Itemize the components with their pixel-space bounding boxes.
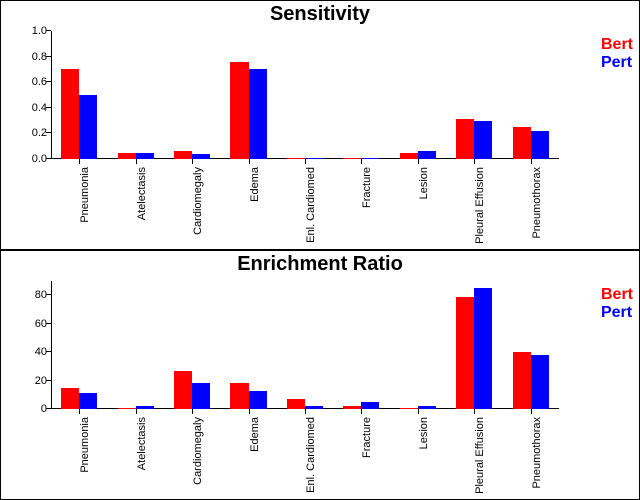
bar-bert xyxy=(118,408,136,409)
x-tick-mark xyxy=(531,409,532,414)
x-tick-mark xyxy=(531,159,532,164)
x-tick-mark xyxy=(305,159,306,164)
legend: Bert Pert xyxy=(601,36,633,73)
bar-pert xyxy=(136,406,154,409)
y-tick-label: 80 xyxy=(35,289,51,301)
x-tick-label: Lesion xyxy=(418,417,430,449)
x-tick-label: Pneumonia xyxy=(79,167,91,223)
bar-bert xyxy=(456,297,474,409)
bar-bert xyxy=(343,406,361,409)
x-tick-label: Cardiomegaly xyxy=(192,417,204,485)
x-tick-label: Edema xyxy=(249,167,261,202)
x-tick-label: Pneumothorax xyxy=(531,167,543,239)
bar-pert xyxy=(249,391,267,409)
bar-bert xyxy=(174,371,192,409)
legend-item-bert: Bert xyxy=(601,36,633,54)
y-tick-label: 0.4 xyxy=(32,102,51,114)
x-tick-mark xyxy=(305,409,306,414)
y-tick-label: 0.8 xyxy=(32,51,51,63)
bar-pert xyxy=(531,355,549,409)
chart-title: Enrichment Ratio xyxy=(1,253,639,276)
legend-item-pert: Pert xyxy=(601,54,633,72)
plot-area: 020406080PneumoniaAtelectasisCardiomegal… xyxy=(51,281,559,409)
x-tick-label: Enl. Cardiomed xyxy=(305,167,317,243)
bar-pert xyxy=(192,383,210,409)
x-tick-mark xyxy=(136,159,137,164)
bar-bert xyxy=(118,153,136,159)
bar-pert xyxy=(305,158,323,159)
bar-pert xyxy=(249,69,267,159)
x-tick-mark xyxy=(192,409,193,414)
x-tick-label: Cardiomegaly xyxy=(192,167,204,235)
bar-bert xyxy=(230,383,248,409)
x-tick-mark xyxy=(192,159,193,164)
bar-pert xyxy=(79,95,97,159)
bar-bert xyxy=(61,69,79,159)
bar-pert xyxy=(79,393,97,409)
bar-pert xyxy=(474,288,492,409)
x-tick-mark xyxy=(361,159,362,164)
y-tick-label: 60 xyxy=(35,318,51,330)
y-tick-label: 0.2 xyxy=(32,127,51,139)
chart-title: Sensitivity xyxy=(1,3,639,26)
y-tick-label: 0.0 xyxy=(32,153,51,165)
bar-pert xyxy=(192,154,210,159)
x-tick-mark xyxy=(79,409,80,414)
bar-pert xyxy=(418,406,436,409)
x-tick-mark xyxy=(79,159,80,164)
x-tick-label: Lesion xyxy=(418,167,430,199)
x-tick-label: Pneumonia xyxy=(79,417,91,473)
bar-bert xyxy=(513,127,531,159)
sensitivity-panel: Sensitivity Bert Pert 0.00.20.40.60.81.0… xyxy=(0,0,640,250)
bar-bert xyxy=(61,388,79,409)
x-tick-label: Fracture xyxy=(361,417,373,458)
x-tick-label: Fracture xyxy=(361,167,373,208)
x-tick-mark xyxy=(136,409,137,414)
y-axis xyxy=(51,31,52,159)
x-tick-label: Pleural Effusion xyxy=(474,167,486,244)
bar-pert xyxy=(305,406,323,409)
x-tick-mark xyxy=(418,159,419,164)
legend: Bert Pert xyxy=(601,286,633,323)
bar-bert xyxy=(343,158,361,159)
y-tick-label: 1.0 xyxy=(32,25,51,37)
x-tick-mark xyxy=(361,409,362,414)
y-tick-label: 0 xyxy=(41,403,51,415)
bar-bert xyxy=(400,408,418,409)
x-tick-mark xyxy=(474,159,475,164)
x-tick-mark xyxy=(418,409,419,414)
x-tick-label: Pleural Effusion xyxy=(474,417,486,494)
enrichment-panel: Enrichment Ratio Bert Pert 020406080Pneu… xyxy=(0,250,640,500)
y-tick-label: 20 xyxy=(35,375,51,387)
bar-bert xyxy=(400,153,418,159)
bar-pert xyxy=(136,153,154,159)
y-tick-label: 0.6 xyxy=(32,76,51,88)
x-tick-label: Atelectasis xyxy=(136,417,148,470)
bar-bert xyxy=(174,151,192,159)
bar-pert xyxy=(361,158,379,159)
x-tick-label: Edema xyxy=(249,417,261,452)
bar-pert xyxy=(361,402,379,409)
bar-bert xyxy=(287,399,305,409)
plot-area: 0.00.20.40.60.81.0PneumoniaAtelectasisCa… xyxy=(51,31,559,159)
bar-bert xyxy=(230,62,248,159)
bar-bert xyxy=(287,158,305,159)
x-tick-mark xyxy=(249,159,250,164)
legend-item-pert: Pert xyxy=(601,304,633,322)
x-tick-label: Atelectasis xyxy=(136,167,148,220)
x-tick-label: Enl. Cardiomed xyxy=(305,417,317,493)
x-tick-mark xyxy=(249,409,250,414)
bar-bert xyxy=(456,119,474,159)
bar-pert xyxy=(418,151,436,159)
y-tick-label: 40 xyxy=(35,346,51,358)
bar-bert xyxy=(513,352,531,409)
y-axis xyxy=(51,281,52,409)
legend-item-bert: Bert xyxy=(601,286,633,304)
x-tick-label: Pneumothorax xyxy=(531,417,543,489)
x-tick-mark xyxy=(474,409,475,414)
bar-pert xyxy=(531,131,549,159)
bar-pert xyxy=(474,121,492,159)
